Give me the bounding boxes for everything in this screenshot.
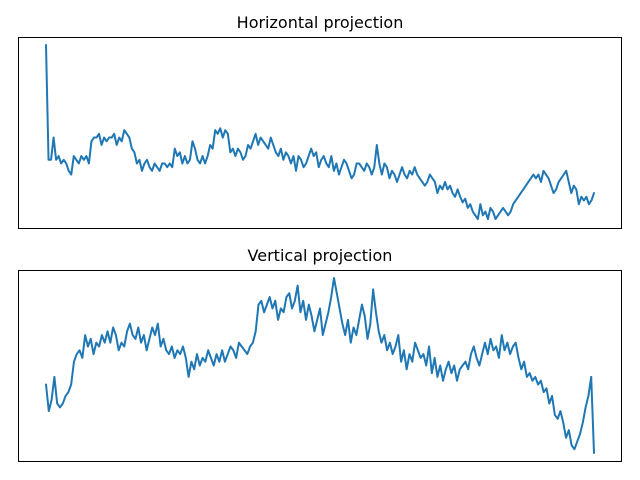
bottom-chart-title: Vertical projection: [248, 246, 393, 265]
bottom-panel: Vertical projection: [18, 246, 622, 462]
top-plot-frame: [18, 37, 622, 229]
top-series-line: [45, 44, 595, 220]
top-chart-title: Horizontal projection: [237, 13, 404, 32]
top-panel: Horizontal projection: [18, 13, 622, 229]
bottom-series-line: [45, 277, 595, 454]
bottom-plot-frame: [18, 270, 622, 462]
